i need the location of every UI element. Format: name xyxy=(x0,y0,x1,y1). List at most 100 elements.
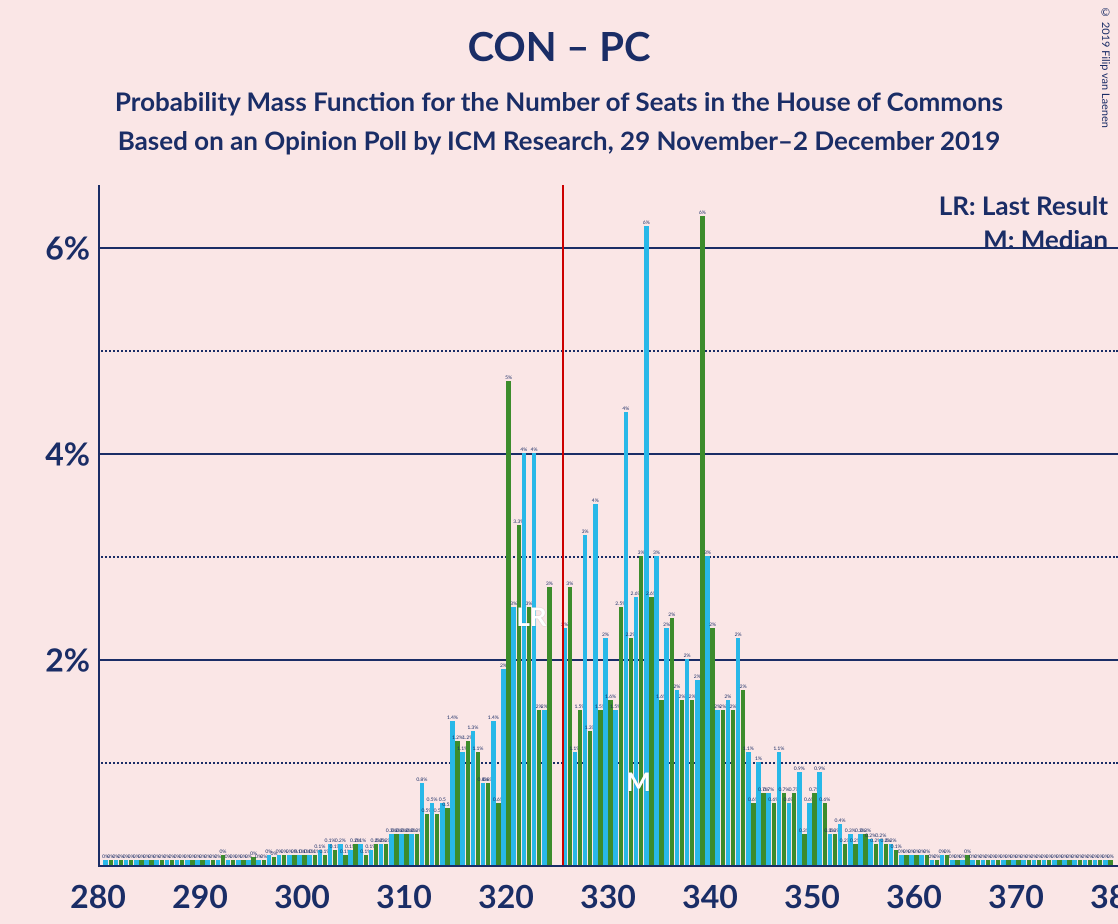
bar-green: 0% xyxy=(1067,860,1072,865)
bar-label: 0.5% xyxy=(427,797,438,803)
bar-label: 1.4% xyxy=(488,715,499,721)
bar-blue: 0% xyxy=(940,855,945,865)
bar-green: 0% xyxy=(211,860,216,865)
plot-area: 2%4%6% 0%0%0%0%0%0%0%0%0%0%0%0%0%0%0%0%0… xyxy=(98,185,1118,865)
bar-green: 0% xyxy=(1016,860,1021,865)
bar-green: 0.2% xyxy=(843,844,848,865)
bar-green: 1.1% xyxy=(476,752,481,865)
x-tick-label: 340 xyxy=(682,876,738,915)
bar-green: 1.2% xyxy=(455,741,460,865)
bar-green: 3% xyxy=(568,587,573,865)
bar-blue: 4% xyxy=(522,453,527,865)
bar-green: 0.7% xyxy=(761,793,766,865)
bar-green: 2% xyxy=(721,710,726,865)
bar-blue: 0.5 xyxy=(440,803,445,865)
chart-title: CON – PC xyxy=(0,0,1118,70)
bar-blue: 3% xyxy=(583,535,588,865)
bar-blue: 0% xyxy=(1011,860,1016,865)
bar-green: 0% xyxy=(986,860,991,865)
bar-blue: 0.1% xyxy=(358,844,363,865)
bar-blue: 0% xyxy=(287,855,292,865)
bar-blue: 0% xyxy=(277,855,282,865)
bar-label: 2% xyxy=(668,612,675,618)
bar-green: 0.2% xyxy=(884,844,889,865)
bar-green: 0% xyxy=(109,860,114,865)
bar-blue: 4% xyxy=(593,504,598,865)
bar-label: 1.4% xyxy=(447,715,458,721)
bar-blue: 2% xyxy=(685,659,690,865)
bar-green: 5% xyxy=(506,381,511,865)
bar-green: 0% xyxy=(935,860,940,865)
bar-green: 0.1% xyxy=(364,855,369,865)
bar-green: 0.3% xyxy=(415,834,420,865)
bar-blue: 0% xyxy=(1032,860,1037,865)
bar-green: 0.2% xyxy=(353,844,358,865)
bar-blue: 3% xyxy=(705,556,710,865)
bar-green: 0% xyxy=(241,860,246,865)
bar-blue: 0% xyxy=(1052,860,1057,865)
x-tick-label: 320 xyxy=(478,876,534,915)
bar-green: 0.3% xyxy=(833,834,838,865)
bar-green: 2% xyxy=(680,700,685,865)
bar-green: 0% xyxy=(1006,860,1011,865)
bar-blue: 0.1% xyxy=(307,855,312,865)
bar-green: 0% xyxy=(1037,860,1042,865)
bar-blue: 0.1% xyxy=(369,850,374,865)
bar-green: 0.3% xyxy=(404,834,409,865)
bar-blue: 0.8% xyxy=(481,783,486,865)
bar-blue: 1.4% xyxy=(491,721,496,865)
x-tick-label: 360 xyxy=(886,876,942,915)
bar-label: 6% xyxy=(699,210,706,216)
bar-label: 0.9% xyxy=(814,766,825,772)
bar-blue: 0.7% xyxy=(766,793,771,865)
bar-green: 0% xyxy=(1027,860,1032,865)
bar-green: 0.6% xyxy=(772,803,777,865)
bar-green: 0.8% xyxy=(486,783,491,865)
bar-label: 2% xyxy=(602,632,609,638)
bar-blue: 2% xyxy=(726,700,731,865)
bar-blue: 0% xyxy=(165,860,170,865)
bar-label: 1.1% xyxy=(472,746,483,752)
bar-green: 0.55 xyxy=(445,808,450,865)
bar-blue: 2% xyxy=(501,669,506,865)
bar-blue: 2% xyxy=(736,638,741,865)
bar-green: 2% xyxy=(741,690,746,865)
bar-blue: 2% xyxy=(675,690,680,865)
lr-marker: LR xyxy=(516,600,546,632)
bar-blue: 2.6% xyxy=(634,597,639,865)
bar-green: 1.5% xyxy=(578,710,583,865)
bar-blue: 0.6% xyxy=(787,803,792,865)
subtitle-line2: Based on an Opinion Poll by ICM Research… xyxy=(118,124,1001,156)
bar-green: 0% xyxy=(200,860,205,865)
bar-green: 0.6% xyxy=(496,803,501,865)
copyright-text: © 2019 Filip van Laenen xyxy=(1099,6,1112,128)
bar-blue: 0% xyxy=(960,860,965,865)
bar-label: 4% xyxy=(520,447,527,453)
chart-subtitle: Probability Mass Function for the Number… xyxy=(0,82,1118,160)
bar-blue: 0% xyxy=(919,855,924,865)
bar-green: 0.7% xyxy=(782,793,787,865)
bar-label: 3% xyxy=(566,581,573,587)
bar-label: 0.7% xyxy=(763,787,774,793)
bar-blue: 0% xyxy=(1042,860,1047,865)
bar-green: 6% xyxy=(700,216,705,865)
x-tick-label: 300 xyxy=(274,876,330,915)
bar-green: 1.6% xyxy=(659,700,664,865)
bar-label: 3% xyxy=(582,529,589,535)
bar-blue: 0% xyxy=(154,860,159,865)
bar-blue: 0% xyxy=(114,860,119,865)
bar-blue: 1.5% xyxy=(613,710,618,865)
bar-green: 1.5% xyxy=(598,710,603,865)
subtitle-line1: Probability Mass Function for the Number… xyxy=(115,85,1003,117)
bar-blue: 0.2% xyxy=(379,844,384,865)
y-tick-label: 2% xyxy=(45,639,90,678)
bar-green: 0% xyxy=(1088,860,1093,865)
bar-blue: 0% xyxy=(103,860,108,865)
bar-green: 2% xyxy=(537,710,542,865)
bar-blue: 0% xyxy=(930,860,935,865)
bar-blue: 0% xyxy=(195,860,200,865)
bar-label: 4% xyxy=(531,447,538,453)
bar-green: 0.2% xyxy=(853,844,858,865)
bar-blue: 0% xyxy=(144,860,149,865)
bar-green: 1.2% xyxy=(466,741,471,865)
